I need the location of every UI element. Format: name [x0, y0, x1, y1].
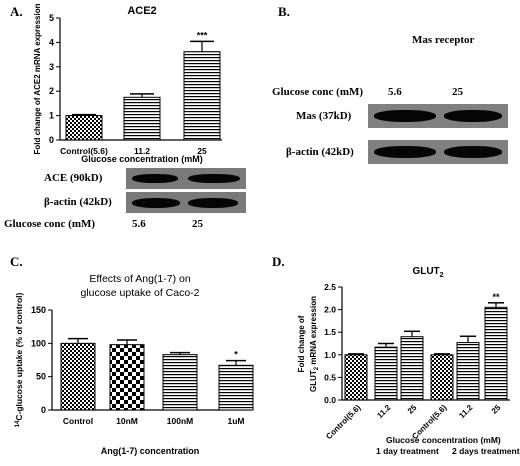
chart-ace2: 0 1 2 3 4 5 Control(5.6) 11.2 *** 25 ACE2 Glucose c… — [33, 3, 222, 164]
x-tick-label: Control(5.6) — [324, 403, 362, 441]
blot-b-glucose-label: Glucose conc (mM) — [272, 86, 364, 98]
x-tick-label: 11.2 — [375, 403, 392, 420]
bar — [484, 306, 508, 401]
panel-label-a: A. — [10, 4, 23, 19]
blot-b-row-actin: β-actin (42kD) — [286, 146, 354, 158]
blot-b-title: Mas receptor — [412, 34, 475, 46]
bar — [60, 342, 96, 411]
bar — [109, 344, 145, 411]
blot-a-strip-actin — [126, 192, 246, 213]
panel-label-d: D. — [272, 254, 285, 269]
blot-a-row-actin: β-actin (42kD) — [44, 196, 112, 208]
x-axis-title: Glucose concentration (mM) — [81, 154, 203, 164]
x-tick-label: 11.2 — [457, 403, 474, 420]
x-tick-label: 10nM — [116, 416, 138, 426]
bar — [344, 354, 368, 401]
group-label: 2 days treatment — [452, 446, 520, 456]
significance-label: *** — [197, 30, 208, 40]
y-tick-label: 0.0 — [324, 395, 336, 405]
bar — [65, 115, 103, 141]
bar — [162, 354, 198, 411]
blot-b-row-mas: Mas (37kD) — [296, 110, 352, 122]
significance-label: * — [234, 350, 238, 360]
y-tick-label: 2 — [49, 86, 54, 96]
bar — [123, 96, 161, 141]
bar — [374, 346, 398, 401]
bar — [456, 342, 480, 401]
bar — [400, 336, 424, 401]
blot-b-strip-mas — [368, 104, 508, 128]
blot-b-conc-1: 5.6 — [388, 86, 402, 98]
y-tick-label: 1.5 — [324, 327, 336, 337]
x-tick-label: 25 — [490, 403, 503, 416]
panel-label-b: B. — [278, 4, 290, 19]
blot-b-strip-actin — [368, 140, 508, 164]
group-label: 1 day treatment — [376, 446, 439, 456]
x-axis-title: Glucose concentration (mM) — [386, 435, 501, 445]
x-tick-label: 25 — [197, 146, 207, 156]
blot-b-conc-2: 25 — [452, 86, 463, 98]
x-tick-label: Control — [63, 416, 93, 426]
x-tick-label: 1uM — [228, 416, 245, 426]
x-tick-label: 25 — [406, 403, 419, 416]
chart-title: Effects of Ang(1-7) on glucose uptake of … — [80, 273, 199, 299]
y-tick-label: 0 — [41, 405, 46, 415]
y-axis-title: Fold change of — [297, 315, 306, 372]
y-tick-label: 1 — [49, 111, 54, 121]
bar — [218, 364, 254, 411]
blot-a-conc-2: 25 — [192, 218, 203, 230]
significance-label: ** — [492, 292, 500, 302]
chart-title: ACE2 — [127, 5, 156, 17]
y-axis-title: 14C-glucose uptake (% of control) — [14, 293, 24, 428]
y-tick-label: 2.0 — [324, 305, 336, 315]
x-tick-label: 100nM — [167, 416, 193, 426]
y-tick-label: 1.0 — [324, 350, 336, 360]
y-tick-label: 100 — [31, 338, 46, 348]
chart-title: GLUT2 — [412, 266, 443, 279]
y-tick-label: 3 — [49, 62, 54, 72]
chart-glucose-uptake: 0 50 100 150 Control 10nM 100nM * 1uM Effects of … — [14, 273, 254, 456]
x-tick-label: 11.2 — [134, 146, 150, 156]
blot-a-row-ace: ACE (90kD) — [44, 172, 103, 184]
y-tick-label: 0 — [49, 135, 54, 145]
blot-a-glucose-label: Glucose conc (mM) — [4, 218, 96, 230]
blot-a-conc-1: 5.6 — [132, 218, 146, 230]
y-tick-label: 150 — [31, 305, 46, 315]
y-axis-title-line2: GLUT2 mRNA expression — [309, 296, 320, 392]
x-axis-title: Ang(1-7) concentration — [101, 446, 200, 456]
y-tick-label: 4 — [49, 37, 54, 47]
bar — [183, 51, 221, 141]
y-tick-label: 5 — [49, 13, 54, 23]
y-tick-label: 0.5 — [324, 372, 336, 382]
blot-a-strip-ace — [126, 168, 246, 189]
panel-label-c: C. — [10, 254, 23, 269]
y-tick-label: 50 — [36, 372, 46, 382]
y-tick-label: 2.5 — [324, 282, 336, 292]
x-tick-label: Control(5.6) — [60, 146, 108, 156]
y-axis-title: Fold change of ACE2 mRNA expression — [33, 3, 42, 154]
bar — [430, 354, 454, 401]
